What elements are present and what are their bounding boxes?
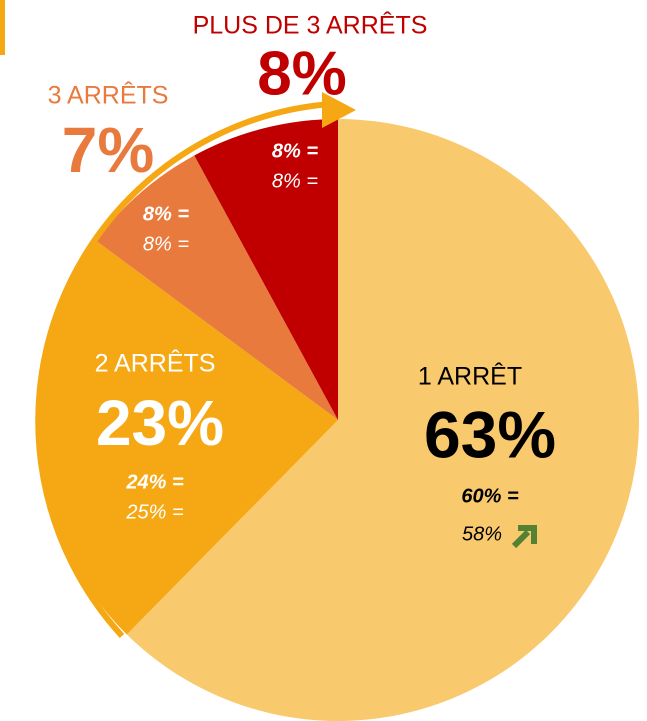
tertiary-label: 25% =	[125, 501, 183, 523]
pie-slice	[194, 119, 338, 420]
secondary-label: 8% =	[143, 203, 189, 225]
labels: 1 ARRÊT 63% 60% = 58% 2 ARRÊTS 23% 24% = 25% = 3…	[48, 11, 556, 546]
secondary-label: 24% =	[125, 471, 184, 493]
category-label: 3 ARRÊTS	[48, 81, 169, 110]
category-label: PLUS DE 3 ARRÊTS	[193, 11, 428, 40]
pie-slice	[96, 155, 338, 420]
value-label: 7%	[62, 114, 155, 186]
category-label: 1 ARRÊT	[418, 362, 522, 391]
tertiary-label: 8% =	[143, 233, 189, 255]
pie	[36, 119, 639, 721]
pie-slice	[126, 119, 639, 721]
value-label: 8%	[257, 39, 347, 108]
accent-bar	[0, 0, 5, 55]
secondary-label: 60% =	[461, 485, 519, 507]
value-label: 63%	[424, 397, 556, 471]
trend-arrowhead	[322, 92, 356, 128]
category-label: 2 ARRÊTS	[95, 349, 216, 378]
tertiary-label: 8% =	[272, 170, 318, 192]
trend-arc	[35, 101, 331, 639]
pie-slice	[36, 240, 338, 635]
tertiary-label: 58%	[462, 523, 502, 545]
value-label: 23%	[96, 387, 224, 459]
secondary-label: 8% =	[272, 140, 318, 162]
up-arrow-icon	[511, 525, 537, 549]
